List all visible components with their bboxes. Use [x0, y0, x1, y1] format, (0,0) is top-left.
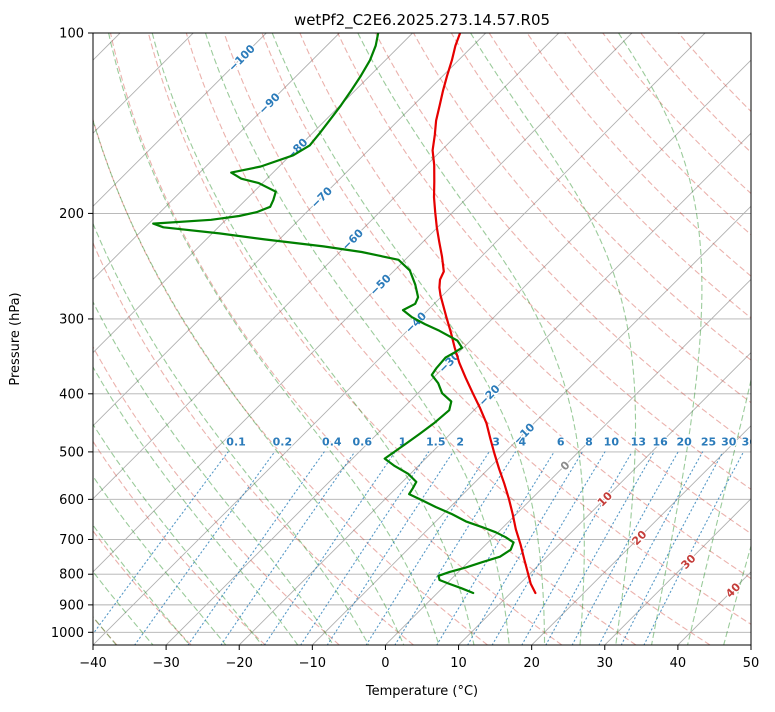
- mixing-ratio-labels: 0.1 0.2 0.4 0.6 1 1.5 2 3 4 6 8 10 13 16 20 25 30 36: [225, 434, 758, 449]
- mixing-ratio-label: 36: [742, 435, 758, 448]
- mixing-ratio-label: 20: [676, 435, 692, 448]
- x-tick-label: 0: [381, 656, 389, 671]
- x-tick-label: −10: [299, 656, 326, 671]
- x-tick-label: −30: [152, 656, 179, 671]
- mixing-ratio-lines: [93, 451, 745, 645]
- x-tick-label: 40: [670, 656, 687, 671]
- y-tick-label: 500: [59, 445, 84, 460]
- mixing-ratio-label: 13: [631, 435, 646, 448]
- axes-spines: [92, 32, 752, 646]
- mixing-ratio-label: 8: [585, 435, 593, 448]
- mixing-ratio-label: 0.1: [226, 435, 246, 448]
- mixing-ratio-label: 16: [653, 435, 669, 448]
- mixing-ratio-label: 3: [492, 435, 500, 448]
- plot-border: [92, 32, 752, 646]
- mixing-ratio-label: 0.4: [322, 435, 342, 448]
- mixing-ratio-label: 1: [399, 435, 407, 448]
- y-tick-label: 700: [59, 533, 84, 548]
- mixing-ratio-label: 1.5: [426, 435, 446, 448]
- y-tick-label: 200: [59, 207, 84, 222]
- x-tick-label: 10: [450, 656, 467, 671]
- y-tick-label: 600: [59, 493, 84, 508]
- x-axis-label: Temperature (°C): [365, 684, 478, 699]
- axis-ticks: −40 −30 −20 −10 0 10 20 30 40 5010020030040050060…: [51, 27, 759, 672]
- y-tick-label: 400: [59, 387, 84, 402]
- mixing-ratio-label: 30: [721, 435, 737, 448]
- dewpoint-curve: [152, 33, 515, 595]
- mixing-ratio-label: 0.6: [353, 435, 373, 448]
- x-tick-label: −20: [226, 656, 253, 671]
- x-tick-label: −40: [79, 656, 106, 671]
- y-tick-label: 800: [59, 568, 84, 583]
- mixing-ratio-label: 2: [456, 435, 464, 448]
- isotherm-gridlines: [93, 33, 751, 645]
- mixing-ratio-label: 0.2: [273, 435, 293, 448]
- x-tick-label: 30: [597, 656, 614, 671]
- sounding-profiles: [152, 33, 537, 595]
- y-axis-label: Pressure (hPa): [8, 292, 23, 385]
- mixing-ratio-label: 10: [604, 435, 620, 448]
- temperature-curve: [431, 33, 537, 595]
- chart-title: wetPf2_C2E6.2025.273.14.57.R05: [294, 11, 550, 30]
- y-tick-label: 900: [59, 598, 84, 613]
- y-tick-label: 100: [59, 27, 84, 42]
- y-tick-label: 300: [59, 312, 84, 327]
- mixing-ratio-label: 6: [557, 435, 565, 448]
- mixing-ratio-label: 4: [518, 435, 526, 448]
- mixing-ratio-label: 25: [701, 435, 716, 448]
- x-tick-label: 20: [523, 656, 540, 671]
- y-tick-label: 1000: [51, 626, 84, 641]
- x-tick-label: 50: [743, 656, 760, 671]
